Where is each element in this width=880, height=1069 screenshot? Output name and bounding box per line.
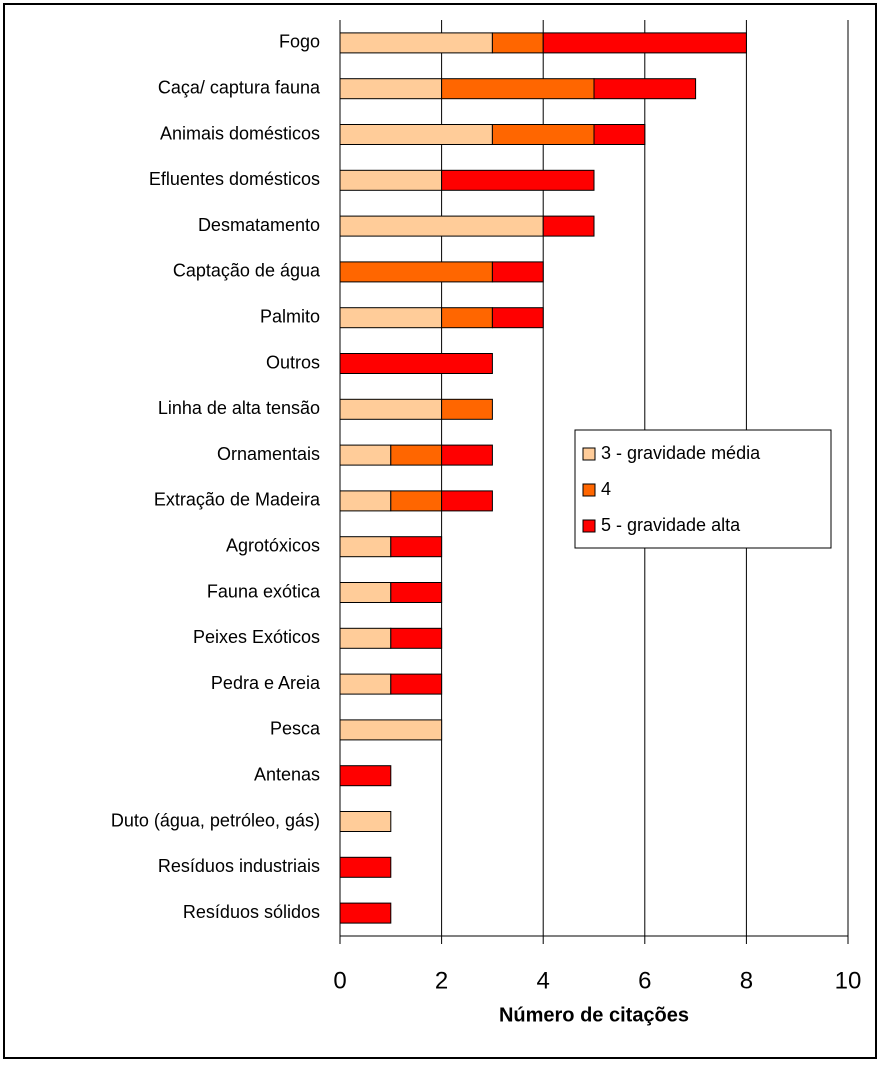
x-axis-title: Número de citações <box>499 1004 689 1026</box>
bar-segment <box>339 353 493 374</box>
bar-segment <box>441 78 595 100</box>
bar-segment <box>339 811 392 832</box>
bar-segment <box>339 765 392 787</box>
legend-swatch <box>582 483 596 497</box>
y-tick-label: Animais domésticos <box>160 123 320 143</box>
bar-segment <box>542 32 747 54</box>
bar-segment <box>339 536 392 558</box>
y-tick-label: Outros <box>266 352 320 372</box>
bar-segment <box>390 627 443 649</box>
y-tick-label: Captação de água <box>173 261 321 281</box>
y-tick-label: Palmito <box>260 306 320 326</box>
bar-segment <box>593 124 646 145</box>
bar-segment <box>491 307 544 329</box>
y-tick-label: Linha de alta tensão <box>158 398 320 418</box>
y-tick-label: Agrotóxicos <box>226 535 320 555</box>
bar-segment <box>441 490 493 512</box>
x-tick-label: 8 <box>740 967 753 994</box>
x-tick-label: 0 <box>333 967 346 994</box>
x-tick-label: 2 <box>435 967 448 994</box>
bar-segment <box>339 261 493 283</box>
y-tick-label: Desmatamento <box>198 215 320 235</box>
bar-segment <box>491 261 544 283</box>
y-tick-label: Peixes Exóticos <box>193 627 320 647</box>
bar-segment <box>339 444 392 466</box>
y-tick-label: Resíduos industriais <box>158 856 320 876</box>
y-tick-label: Fogo <box>279 32 320 52</box>
bar-segment <box>593 78 697 100</box>
bar-segment <box>339 32 493 54</box>
y-tick-label: Pedra e Areia <box>211 673 321 693</box>
bar-segment <box>491 124 595 145</box>
x-tick-label: 4 <box>537 967 550 994</box>
bar-segment <box>491 32 544 54</box>
y-tick-label: Extração de Madeira <box>154 490 321 510</box>
y-tick-label: Caça/ captura fauna <box>158 77 321 97</box>
bar-segment <box>339 902 392 924</box>
legend-label: 3 - gravidade média <box>601 443 761 463</box>
bar-segment <box>339 124 493 145</box>
bar-segment <box>390 490 443 512</box>
bar-segment <box>339 490 392 512</box>
bar-segment <box>441 169 595 191</box>
bar-segment <box>339 673 392 695</box>
y-tick-label: Ornamentais <box>217 444 320 464</box>
x-tick-label: 6 <box>638 967 651 994</box>
y-tick-label: Fauna exótica <box>207 581 321 601</box>
legend-swatch <box>582 519 596 533</box>
y-tick-label: Duto (água, petróleo, gás) <box>111 810 320 830</box>
bar-segment <box>339 398 443 420</box>
legend-box <box>574 429 832 549</box>
bar-segment <box>542 215 595 237</box>
bar-segment <box>390 673 443 695</box>
bar-segment <box>339 627 392 649</box>
bar-segment <box>441 307 493 329</box>
bar-segment <box>339 307 443 329</box>
legend-swatch <box>582 447 596 461</box>
bar-segment <box>339 215 544 237</box>
bar-segment <box>390 536 443 558</box>
y-tick-label: Antenas <box>254 764 320 784</box>
bar-segment <box>339 169 443 191</box>
x-tick-label: 10 <box>835 967 862 994</box>
bar-segment <box>390 582 443 603</box>
bar-segment <box>390 444 443 466</box>
bar-segment <box>339 856 392 878</box>
y-tick-label: Efluentes domésticos <box>149 169 320 189</box>
bar-segment <box>441 398 493 420</box>
y-tick-label: Pesca <box>270 719 321 739</box>
bar-segment <box>339 582 392 603</box>
bar-segment <box>441 444 493 466</box>
bar-segment <box>339 719 443 741</box>
legend-label: 4 <box>601 479 611 499</box>
legend-label: 5 - gravidade alta <box>601 515 741 535</box>
bar-segment <box>339 78 443 100</box>
y-tick-label: Resíduos sólidos <box>183 902 320 922</box>
